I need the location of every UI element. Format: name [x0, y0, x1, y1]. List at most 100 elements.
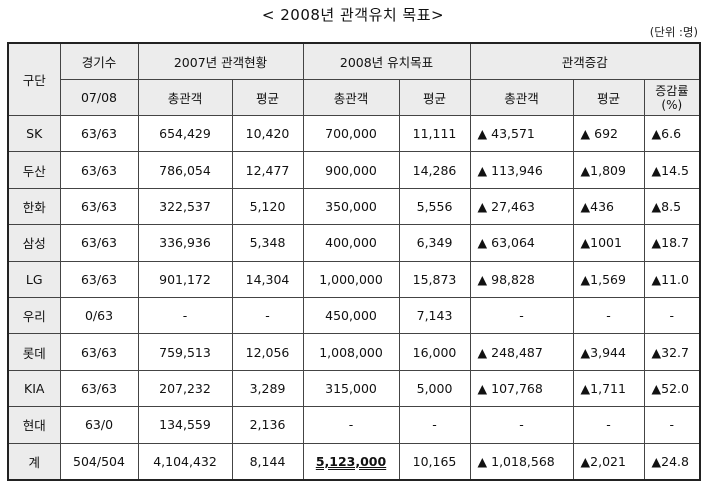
team-name: LG [7, 260, 61, 298]
games-cell: 63/0 [59, 406, 139, 444]
total-2008-cell: 1,000,000 [302, 260, 400, 298]
total-change-cell: - [469, 296, 574, 335]
games-cell: 504/504 [59, 442, 139, 481]
team-name: 롯데 [7, 333, 61, 371]
table-row: 우리 0/63 - - 450,000 7,143 - - - [7, 296, 702, 335]
games-cell: 63/63 [59, 187, 139, 226]
rate-cell: ▲18.7 [643, 224, 702, 262]
total-2008-cell: 1,008,000 [302, 333, 400, 371]
total-2007-cell: 336,936 [137, 224, 233, 262]
total-change-cell: ▲ 98,828 [469, 260, 574, 298]
total-2008-cell: 450,000 [302, 296, 400, 335]
header-avg-change: 평균 [572, 79, 645, 116]
avg-2008-cell: 5,556 [398, 187, 471, 226]
games-cell: 63/63 [59, 114, 139, 153]
total-2008-cell: 400,000 [302, 224, 400, 262]
total-2008-emphasis: 5,123,000 [315, 453, 387, 469]
header-total-2008: 총관객 [302, 79, 400, 116]
rate-cell: ▲14.5 [643, 151, 702, 189]
total-2007-cell: 4,104,432 [137, 442, 233, 481]
avg-change-cell: ▲1,711 [572, 369, 645, 408]
games-cell: 63/63 [59, 151, 139, 189]
avg-2007-cell: 2,136 [231, 406, 304, 444]
games-cell: 63/63 [59, 260, 139, 298]
avg-2007-cell: 8,144 [231, 442, 304, 481]
unit-label: (단위 :명) [649, 25, 698, 39]
total-change-cell: ▲ 248,487 [469, 333, 574, 371]
total-2007-cell: - [137, 296, 233, 335]
team-name: 두산 [7, 151, 61, 189]
total-2008-cell: - [302, 406, 400, 444]
table-row: SK 63/63 654,429 10,420 700,000 11,111 ▲… [7, 114, 702, 153]
avg-2007-cell: 12,056 [231, 333, 304, 371]
rate-cell: - [643, 406, 702, 444]
table-title: < 2008년 관객유치 목표> [261, 6, 445, 24]
avg-2008-cell: 10,165 [398, 442, 471, 481]
avg-2008-cell: 15,873 [398, 260, 471, 298]
rate-cell: ▲11.0 [643, 260, 702, 298]
team-name: 삼성 [7, 224, 61, 262]
header-games: 경기수 [59, 42, 139, 80]
games-cell: 63/63 [59, 224, 139, 262]
total-change-cell: ▲ 63,064 [469, 224, 574, 262]
games-cell: 0/63 [59, 296, 139, 335]
avg-2008-cell: 5,000 [398, 369, 471, 408]
total-2007-cell: 759,513 [137, 333, 233, 371]
header-rate-line2: (%) [661, 97, 683, 112]
avg-2008-cell: - [398, 406, 471, 444]
total-2007-cell: 134,559 [137, 406, 233, 444]
avg-change-cell: ▲1,569 [572, 260, 645, 298]
avg-2007-cell: 5,348 [231, 224, 304, 262]
header-rate: 증감률 (%) [643, 79, 702, 116]
header-avg-2007: 평균 [231, 79, 304, 116]
team-name: 한화 [7, 187, 61, 226]
games-cell: 63/63 [59, 369, 139, 408]
total-change-cell: ▲ 1,018,568 [469, 442, 574, 481]
header-category: 구단 [7, 42, 61, 116]
header-total-2007: 총관객 [137, 79, 233, 116]
total-2007-cell: 322,537 [137, 187, 233, 226]
team-name: 우리 [7, 296, 61, 335]
avg-2008-cell: 7,143 [398, 296, 471, 335]
avg-2007-cell: 5,120 [231, 187, 304, 226]
header-rate-line1: 증감률 [655, 83, 689, 98]
total-change-cell: - [469, 406, 574, 444]
table-row: 롯데 63/63 759,513 12,056 1,008,000 16,000… [7, 333, 702, 371]
rate-cell: ▲24.8 [643, 442, 702, 481]
team-name: 계 [7, 442, 61, 481]
games-cell: 63/63 [59, 333, 139, 371]
total-2008-cell: 5,123,000 [302, 442, 400, 481]
team-name: SK [7, 114, 61, 153]
rate-cell: ▲8.5 [643, 187, 702, 226]
avg-2007-cell: - [231, 296, 304, 335]
avg-2008-cell: 6,349 [398, 224, 471, 262]
total-2008-cell: 900,000 [302, 151, 400, 189]
avg-2007-cell: 10,420 [231, 114, 304, 153]
avg-change-cell: - [572, 406, 645, 444]
table-row: LG 63/63 901,172 14,304 1,000,000 15,873… [7, 260, 702, 298]
table-row: 현대 63/0 134,559 2,136 - - - - - [7, 406, 702, 444]
avg-change-cell: ▲1001 [572, 224, 645, 262]
rate-cell: - [643, 296, 702, 335]
avg-2008-cell: 16,000 [398, 333, 471, 371]
rate-cell: ▲32.7 [643, 333, 702, 371]
avg-change-cell: ▲1,809 [572, 151, 645, 189]
avg-2007-cell: 3,289 [231, 369, 304, 408]
header-target-2008: 2008년 유치목표 [302, 42, 471, 80]
avg-change-cell: ▲2,021 [572, 442, 645, 481]
table-row: 두산 63/63 786,054 12,477 900,000 14,286 ▲… [7, 151, 702, 189]
table-row: KIA 63/63 207,232 3,289 315,000 5,000 ▲ … [7, 369, 702, 408]
total-change-cell: ▲ 107,768 [469, 369, 574, 408]
total-2007-cell: 901,172 [137, 260, 233, 298]
header-games-sub: 07/08 [59, 79, 139, 116]
header-total-change: 총관객 [469, 79, 574, 116]
header-status-2007: 2007년 관객현황 [137, 42, 304, 80]
table-row: 삼성 63/63 336,936 5,348 400,000 6,349 ▲ 6… [7, 224, 702, 262]
total-2007-cell: 786,054 [137, 151, 233, 189]
header-row-1: 구단 경기수 2007년 관객현황 2008년 유치목표 관객증감 [7, 42, 702, 116]
total-change-cell: ▲ 113,946 [469, 151, 574, 189]
avg-change-cell: - [572, 296, 645, 335]
avg-change-cell: ▲3,944 [572, 333, 645, 371]
header-change: 관객증감 [469, 42, 702, 80]
team-name: 현대 [7, 406, 61, 444]
